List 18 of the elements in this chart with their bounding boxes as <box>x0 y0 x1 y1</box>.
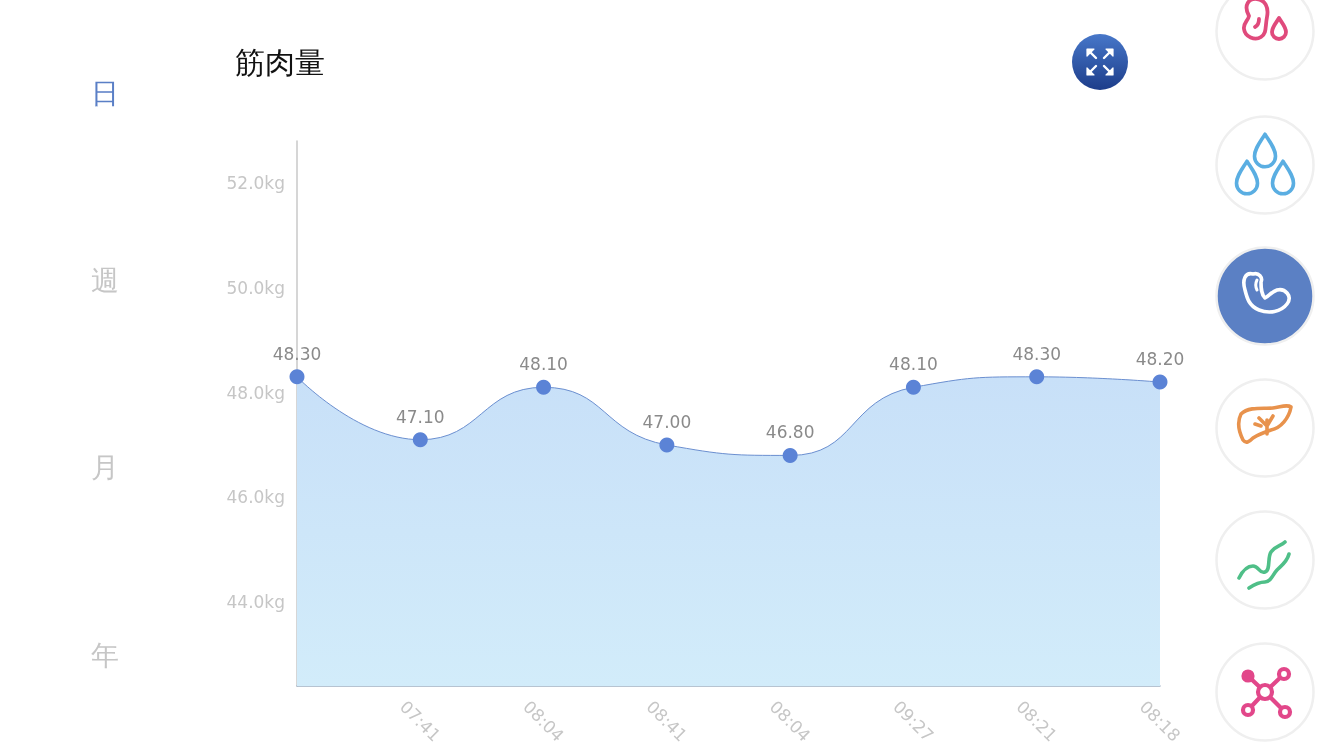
data-label: 47.00 <box>642 411 692 432</box>
y-tick-label: 52.0kg <box>226 172 285 193</box>
y-tick-label: 44.0kg <box>226 592 285 613</box>
data-label: 48.30 <box>272 343 322 364</box>
data-label: 48.10 <box>889 354 938 375</box>
data-label: 48.10 <box>519 354 568 375</box>
data-label: 48.30 <box>1012 343 1062 364</box>
y-tick-label: 48.0kg <box>226 382 285 403</box>
text: 週 <box>91 263 119 297</box>
data-label: 48.20 <box>1135 349 1185 370</box>
text: 年 <box>91 638 119 672</box>
data-label: 47.10 <box>395 406 445 427</box>
text: 日 <box>91 76 119 110</box>
data-label: 46.80 <box>765 422 815 443</box>
chart-title: 筋肉量 <box>235 44 325 80</box>
y-tick-label: 50.0kg <box>226 277 285 298</box>
y-tick-label: 46.0kg <box>226 487 285 508</box>
text: 月 <box>91 451 119 485</box>
